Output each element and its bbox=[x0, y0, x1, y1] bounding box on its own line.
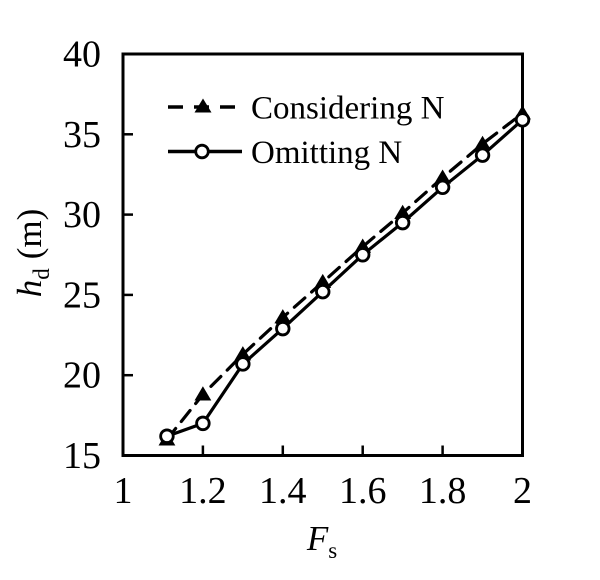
marker-circle-icon bbox=[474, 147, 491, 163]
y-tick-label: 15 bbox=[63, 435, 101, 477]
x-axis-subscript: s bbox=[328, 538, 337, 563]
marker-triangle-icon bbox=[474, 135, 491, 150]
x-axis-tick-labels: 1 1.2 1.4 1.6 1.8 2 bbox=[114, 470, 533, 512]
legend-item-omitting-n: Omitting N bbox=[168, 135, 402, 171]
y-axis-subscript: d bbox=[29, 268, 54, 280]
legend-triangle-marker-icon bbox=[194, 98, 212, 113]
x-axis-label: Fs bbox=[306, 519, 337, 563]
y-tick-label: 40 bbox=[63, 34, 101, 76]
series-plots bbox=[158, 105, 531, 446]
x-tick-label: 1.8 bbox=[419, 470, 467, 512]
marker-circle-icon bbox=[514, 112, 531, 128]
marker-circle-icon bbox=[434, 179, 451, 195]
x-tick-label: 1.6 bbox=[339, 470, 387, 512]
x-tick-label: 2 bbox=[513, 470, 532, 512]
marker-triangle-icon bbox=[274, 309, 292, 324]
y-axis-tick-labels: 15 20 25 30 35 40 bbox=[63, 34, 101, 478]
marker-triangle-icon bbox=[434, 169, 451, 184]
marker-triangle-icon bbox=[314, 273, 332, 289]
marker-circle-icon bbox=[315, 283, 331, 300]
y-axis-ticks bbox=[123, 133, 133, 377]
legend-item-considering-n: Considering N bbox=[168, 91, 445, 127]
marker-circle-icon bbox=[394, 214, 411, 231]
x-tick-label: 1.4 bbox=[259, 470, 307, 512]
x-tick-label: 1.2 bbox=[179, 470, 227, 512]
y-tick-label: 25 bbox=[63, 274, 101, 316]
legend-circle-marker-icon bbox=[194, 143, 210, 160]
marker-circle-icon bbox=[355, 247, 371, 263]
marker-circle-icon bbox=[275, 320, 291, 337]
x-axis-symbol: F bbox=[306, 519, 329, 558]
series-line-solid bbox=[165, 118, 525, 438]
marker-triangle-icon bbox=[234, 346, 252, 361]
marker-circle-icon bbox=[235, 356, 251, 372]
y-tick-label: 30 bbox=[63, 194, 101, 236]
marker-triangle-icon bbox=[394, 204, 412, 219]
marker-triangle-icon bbox=[194, 386, 212, 401]
plot-frame bbox=[121, 52, 524, 457]
y-tick-label: 20 bbox=[63, 355, 101, 397]
legend-label-omitting-n: Omitting N bbox=[251, 135, 402, 171]
y-tick-label: 35 bbox=[63, 114, 101, 156]
y-axis-symbol: h bbox=[10, 280, 49, 298]
y-axis-label: hd (m) bbox=[10, 209, 54, 298]
x-axis-ticks bbox=[201, 445, 444, 456]
x-tick-label: 1 bbox=[114, 470, 133, 512]
marker-circle-icon bbox=[159, 428, 175, 444]
y-axis-unit: (m) bbox=[10, 209, 49, 260]
legend: Considering N Omitting N bbox=[168, 91, 445, 171]
marker-circle-icon bbox=[195, 415, 211, 432]
legend-label-considering-n: Considering N bbox=[251, 91, 445, 127]
